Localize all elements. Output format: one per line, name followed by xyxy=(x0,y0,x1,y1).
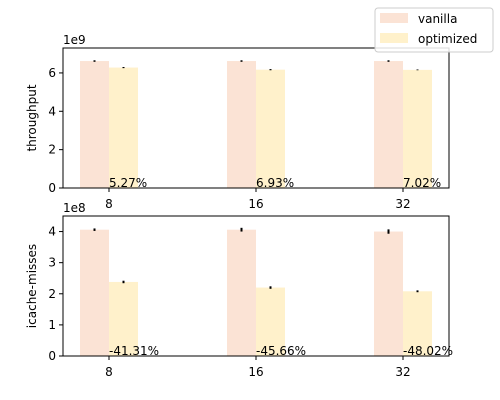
percent-annotation: -48.02% xyxy=(403,344,453,358)
bar-optimized-16 xyxy=(256,287,285,356)
y-tick-label: 6 xyxy=(48,66,56,80)
percent-annotation: -45.66% xyxy=(256,344,306,358)
bar-vanilla-32 xyxy=(374,61,403,189)
legend-label-vanilla: vanilla xyxy=(418,12,457,26)
legend-swatch-vanilla xyxy=(380,13,408,23)
bar-vanilla-8 xyxy=(80,61,109,189)
y-tick-label: 0 xyxy=(48,349,56,363)
y-axis-label: icache-misses xyxy=(25,244,39,328)
percent-annotation: -41.31% xyxy=(109,344,159,358)
bar-optimized-8 xyxy=(109,281,138,356)
y-tick-label: 1 xyxy=(48,318,56,332)
legend: vanilla optimized xyxy=(374,7,494,53)
percent-annotation: 5.27% xyxy=(109,176,147,190)
bar-optimized-16 xyxy=(256,69,285,188)
y-offset-label: 1e9 xyxy=(63,33,86,47)
y-axis-label: throughput xyxy=(25,84,39,151)
bar-vanilla-16 xyxy=(227,61,256,189)
bar-optimized-8 xyxy=(109,67,138,188)
icache-misses-panel: 0 1 2 3 4 8 16 32 -41.31% -45.66% -48.02% icache-mi… xyxy=(25,201,453,379)
y-tick-label: 2 xyxy=(48,287,56,301)
legend-swatch-optimized xyxy=(380,33,408,43)
throughput-panel: 0 2 4 6 8 16 32 5.27% 6.93% 7.02% throughput 1e9 xyxy=(25,33,450,211)
percent-annotation: 7.02% xyxy=(403,176,441,190)
y-tick-label: 4 xyxy=(48,104,56,118)
legend-label-optimized: optimized xyxy=(418,32,477,46)
x-tick-label: 8 xyxy=(105,365,113,379)
bar-vanilla-8 xyxy=(80,229,109,356)
x-tick-label: 16 xyxy=(248,365,263,379)
y-tick-label: 3 xyxy=(48,256,56,270)
bar-vanilla-32 xyxy=(374,231,403,356)
percent-annotation: 6.93% xyxy=(256,176,294,190)
x-tick-label: 8 xyxy=(105,197,113,211)
y-tick-label: 2 xyxy=(48,143,56,157)
x-tick-label: 32 xyxy=(395,197,410,211)
y-tick-label: 4 xyxy=(48,225,56,239)
x-tick-label: 32 xyxy=(395,365,410,379)
bar-vanilla-16 xyxy=(227,229,256,356)
y-tick-label: 0 xyxy=(48,181,56,195)
y-offset-label: 1e8 xyxy=(63,201,86,215)
bar-optimized-32 xyxy=(403,69,432,188)
x-tick-label: 16 xyxy=(248,197,263,211)
bar-optimized-32 xyxy=(403,291,432,356)
